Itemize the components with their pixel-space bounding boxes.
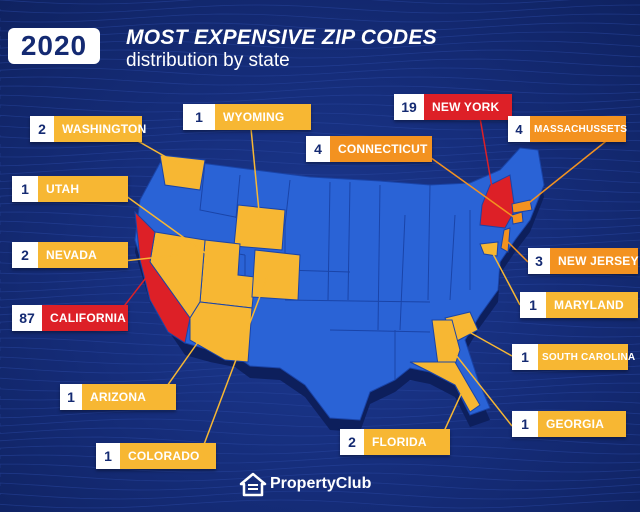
label-connecticut: 4 CONNECTICUT — [306, 136, 432, 162]
label-arizona: 1 ARIZONA — [60, 384, 176, 410]
brand-name: PropertyClub — [270, 475, 372, 492]
wave-line — [0, 436, 640, 446]
wave-line — [0, 58, 640, 68]
wave-line — [0, 85, 640, 95]
wave-line — [0, 481, 640, 491]
maryland-state — [479, 241, 499, 257]
label-colorado: 1 COLORADO — [96, 443, 216, 469]
label-maryland: 1 MARYLAND — [520, 292, 638, 318]
wave-line — [0, 445, 640, 455]
label-washington: 2 WASHINGTON — [30, 116, 146, 142]
wave-line — [0, 76, 640, 86]
wave-line — [0, 472, 640, 482]
new-jersey-state — [500, 227, 511, 253]
leader-lines — [114, 105, 611, 456]
wyoming-state — [233, 204, 286, 251]
label-south-carolina: 1 SOUTH CAROLINA — [512, 344, 635, 370]
wave-line — [0, 463, 640, 473]
label-wyoming: 1 WYOMING — [183, 104, 311, 130]
wave-line — [0, 0, 572, 5]
label-nevada: 2 NEVADA — [12, 242, 128, 268]
label-utah: 1 UTAH — [12, 176, 128, 202]
page-subtitle: distribution by state — [126, 50, 290, 71]
label-massachussets: 4 MASSACHUSSETS — [508, 116, 627, 142]
year-badge: 2020 — [8, 28, 100, 64]
connecticut-state — [511, 211, 524, 225]
wave-line — [0, 94, 640, 104]
florida-state — [409, 361, 481, 413]
brand-logo: PropertyClub — [238, 470, 371, 498]
house-logo-icon — [239, 472, 267, 497]
wave-line — [0, 499, 640, 509]
california-state — [134, 210, 191, 344]
arizona-state — [189, 301, 253, 363]
wave-line — [0, 4, 640, 14]
label-georgia: 1 GEORGIA — [512, 411, 626, 437]
page-title: MOST EXPENSIVE ZIP CODES — [126, 26, 437, 49]
label-new-york: 19 NEW YORK — [394, 94, 512, 120]
wave-line — [0, 13, 640, 23]
new-york-state — [479, 174, 516, 229]
wave-line — [0, 454, 640, 464]
colorado-state — [251, 249, 301, 301]
wave-line — [0, 490, 640, 500]
wave-line — [0, 409, 640, 419]
label-new-jersey: 3 NEW JERSEY — [528, 248, 638, 274]
label-florida: 2 FLORIDA — [340, 429, 450, 455]
label-california: 87 CALIFORNIA — [12, 305, 128, 331]
wave-line — [0, 67, 640, 77]
massachussets-state — [511, 199, 533, 214]
washington-state — [159, 154, 206, 191]
